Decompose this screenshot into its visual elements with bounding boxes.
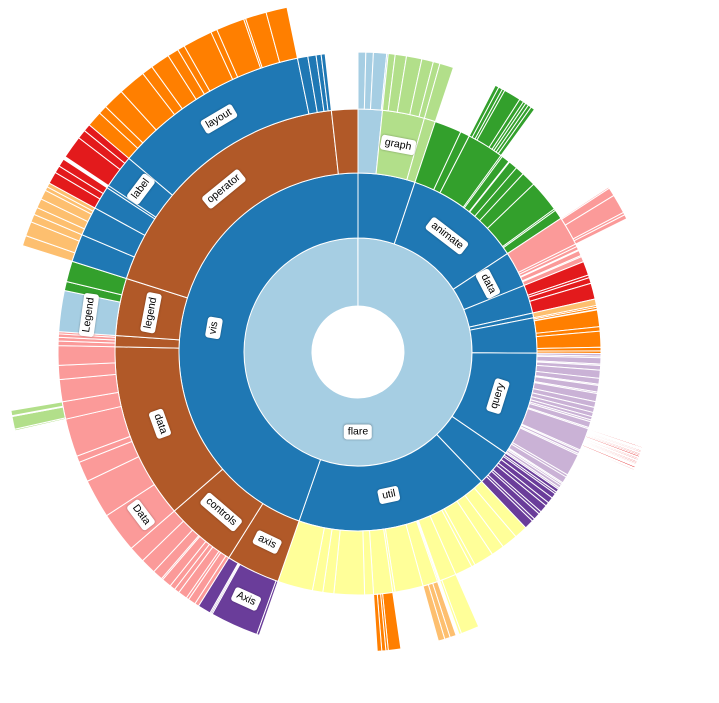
segment-label: layout <box>199 102 239 135</box>
segment-label: axis <box>251 529 282 555</box>
segment-label: flare <box>343 424 373 440</box>
segment-label: Axis <box>230 586 262 612</box>
segment-label: util <box>376 485 402 505</box>
segment-label: label <box>125 172 157 206</box>
segment-label: Legend <box>78 292 100 338</box>
segment-label: vis <box>204 315 223 340</box>
segment-label: data <box>147 407 172 440</box>
segment-label: controls <box>198 491 243 533</box>
segment-label: operator <box>201 168 248 210</box>
sunburst-segment[interactable] <box>330 108 359 175</box>
segment-label: data <box>474 268 502 301</box>
segment-label: animate <box>424 216 470 256</box>
segment-label: graph <box>379 134 417 156</box>
segment-label: Data <box>125 498 157 532</box>
segment-label: query <box>485 377 511 415</box>
segment-label: legend <box>139 291 162 334</box>
